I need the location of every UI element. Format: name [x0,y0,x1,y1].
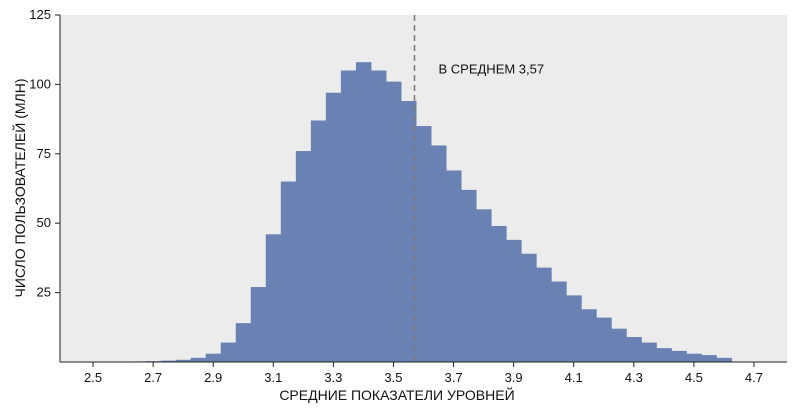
histogram-bar [175,359,192,362]
histogram-bar [400,101,417,362]
histogram-bar [295,151,312,362]
x-tick-label: 3.9 [505,370,523,385]
x-axis-ticks: 2.5 2.7 2.9 3.1 3.3 3.5 3.7 3.9 4.1 4.3 4.5 4.7 [84,362,763,385]
histogram-bars [130,62,732,363]
y-tick-label: 50 [37,215,51,230]
y-tick-label: 125 [29,7,51,22]
histogram-bar [671,350,687,362]
histogram-bar [160,360,177,362]
histogram-bar [355,62,372,362]
histogram-bar [325,92,342,362]
histogram-bar [250,287,267,362]
x-tick-label: 3.5 [384,370,402,385]
histogram-bar [220,342,237,362]
histogram-bar [235,323,252,362]
histogram-bar [701,355,717,362]
histogram-bar [265,234,282,362]
y-tick-label: 25 [37,285,51,300]
histogram-bar [370,70,387,363]
y-axis-title: ЧИСЛО ПОЛЬЗОВАТЕЛЕЙ (МЛН) [11,79,28,298]
histogram-bar [551,281,567,362]
x-tick-label: 2.7 [144,370,162,385]
histogram-bar [280,181,297,362]
histogram-bar [521,253,537,362]
mean-annotation: В СРЕДНЕМ 3,57 [438,61,544,76]
y-tick-label: 75 [37,146,51,161]
x-tick-label: 4.3 [625,370,643,385]
histogram-bar [385,81,402,363]
histogram-bar [641,342,657,362]
x-tick-label: 3.3 [324,370,342,385]
y-tick-label: 100 [29,76,51,91]
histogram-bar [611,328,627,362]
histogram-bar [431,145,447,362]
histogram-bar [716,357,732,362]
x-tick-label: 2.5 [84,370,102,385]
histogram-bar [536,267,552,362]
histogram-bar [686,353,702,362]
histogram-bar [415,126,432,362]
histogram-bar [491,225,507,362]
histogram-bar [566,295,582,362]
histogram-bar [581,309,597,362]
histogram-bar [476,209,492,362]
x-tick-label: 3.1 [264,370,282,385]
histogram-bar [340,70,357,363]
x-tick-label: 4.5 [685,370,703,385]
x-tick-label: 3.7 [445,370,463,385]
x-axis-title: СРЕДНИЕ ПОКАЗАТЕЛИ УРОВНЕЙ [279,386,514,403]
x-tick-label: 4.1 [565,370,583,385]
x-tick-label: 2.9 [204,370,222,385]
axes [59,15,787,363]
histogram-bar [656,348,672,362]
histogram-bar [506,239,522,362]
y-axis-ticks: 25 50 75 100 125 [29,7,60,300]
histogram-bar [446,170,462,362]
x-tick-label: 4.7 [745,370,763,385]
histogram-bar [190,357,207,362]
histogram-bar [310,120,327,362]
histogram-bar [596,317,612,362]
histogram-bar [626,337,642,362]
histogram-bar [205,353,222,362]
histogram-bar [461,189,477,362]
